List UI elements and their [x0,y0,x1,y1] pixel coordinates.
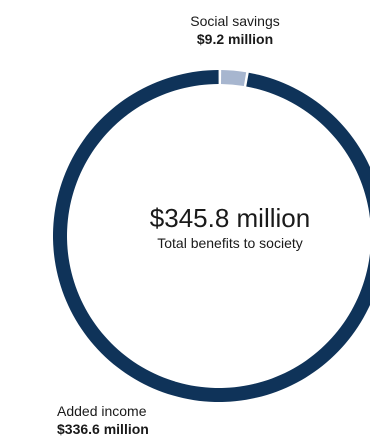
added-income-value: $336.6 million [57,421,149,437]
social-savings-name: Social savings [190,13,280,29]
slice-label-added-income: Added income $336.6 million [57,402,237,438]
donut-slices [53,70,370,402]
total-label: Total benefits to society [157,235,303,251]
slice-social-savings [220,70,247,87]
added-income-name: Added income [57,403,147,419]
slice-label-social-savings: Social savings $9.2 million [160,12,310,48]
social-savings-value: $9.2 million [196,31,274,47]
total-value: $345.8 million [149,203,311,233]
donut-center-total: $345.8 million Total benefits to society [90,203,370,252]
